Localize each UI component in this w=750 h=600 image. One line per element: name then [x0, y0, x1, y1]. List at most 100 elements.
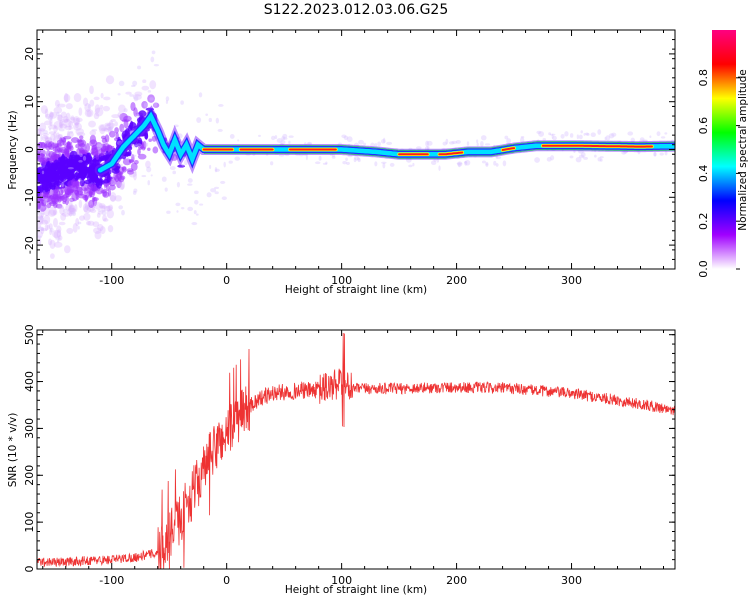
- heatmap-faint: [445, 138, 449, 145]
- heatmap-blob: [37, 128, 41, 136]
- colorbar-tick-label: 0.6: [697, 117, 710, 135]
- heatmap-blob: [45, 113, 51, 119]
- heatmap-blob: [108, 204, 114, 211]
- heatmap-blob: [133, 170, 137, 181]
- heatmap-faint: [583, 156, 588, 160]
- heatmap-faint: [382, 137, 386, 144]
- heatmap-faint: [117, 93, 121, 96]
- heatmap-blob: [49, 112, 55, 118]
- heatmap-faint: [358, 139, 364, 145]
- heatmap-blob: [131, 154, 135, 163]
- heatmap-blob: [67, 164, 77, 173]
- heatmap-faint: [664, 132, 668, 135]
- heatmap-faint: [38, 216, 44, 221]
- heatmap-blob: [94, 107, 104, 117]
- heatmap-faint: [79, 153, 83, 157]
- snr-panel: -100 0 100 200 300 0 100 200 300 400 500 Height of…: [7, 324, 676, 596]
- colorbar-label: Normalized spectral amplitude: [737, 69, 749, 230]
- heatmap-blob: [145, 160, 151, 169]
- heatmap-faint: [504, 135, 509, 140]
- heatmap-blob: [63, 245, 71, 254]
- heatmap-blob: [75, 144, 79, 149]
- heatmap-blob: [102, 105, 111, 112]
- heatmap-faint: [129, 94, 135, 97]
- heatmap-faint: [357, 158, 361, 163]
- heatmap-blob: [48, 238, 53, 246]
- heatmap-blob: [132, 94, 142, 101]
- heatmap-faint: [538, 131, 545, 137]
- heatmap-blob: [68, 197, 75, 202]
- heatmap-faint: [67, 166, 74, 170]
- heatmap-faint: [276, 138, 283, 143]
- heatmap-faint: [374, 161, 378, 167]
- heatmap-blob: [108, 184, 116, 191]
- heatmap-faint: [133, 188, 138, 193]
- heatmap-blob: [91, 151, 100, 156]
- heatmap-faint: [61, 181, 65, 187]
- heatmap-faint: [466, 141, 470, 146]
- heatmap-faint: [237, 139, 240, 142]
- figure-title: S122.2023.012.03.06.G25: [264, 2, 449, 18]
- heatmap-faint: [169, 166, 176, 171]
- heatmap-blob: [48, 185, 58, 190]
- heatmap-blob: [114, 127, 119, 134]
- heatmap-faint: [660, 136, 666, 139]
- heatmap-blob: [53, 217, 58, 228]
- heatmap-blob: [79, 215, 85, 221]
- heatmap-blob: [95, 154, 100, 160]
- heatmap-blob: [63, 94, 71, 102]
- heatmap-faint: [47, 115, 54, 121]
- heatmap-faint: [43, 199, 48, 205]
- heatmap-blob: [77, 171, 84, 180]
- heatmap-blob: [49, 118, 53, 127]
- heatmap-faint: [215, 117, 220, 124]
- heatmap-faint: [58, 128, 65, 132]
- colorbar-ticks: 0.0 0.2 0.4 0.6 0.8: [697, 69, 740, 278]
- heatmap-faint: [132, 80, 138, 86]
- heatmap-blob: [61, 160, 70, 168]
- heatmap-faint: [165, 100, 169, 104]
- heatmap-blob: [41, 219, 49, 225]
- heatmap-blob: [40, 227, 45, 235]
- heatmap-faint: [206, 192, 212, 198]
- heatmap-faint: [386, 141, 393, 145]
- heatmap-blob: [51, 229, 61, 239]
- spectrogram-xtick-label: 0: [223, 274, 230, 287]
- heatmap-faint: [597, 157, 602, 162]
- heatmap-faint: [551, 133, 554, 139]
- heatmap-faint: [180, 100, 184, 105]
- heatmap-blob: [117, 136, 121, 144]
- heatmap-blob: [89, 99, 95, 107]
- heatmap-blob: [37, 231, 43, 238]
- heatmap-blob: [41, 135, 49, 142]
- heatmap-blob: [94, 230, 102, 240]
- heatmap-blob: [53, 241, 63, 248]
- heatmap-blob: [44, 224, 49, 232]
- heatmap-blob: [105, 75, 115, 85]
- heatmap-blob: [103, 128, 111, 132]
- heatmap-blob: [122, 158, 132, 166]
- heatmap-blob: [59, 173, 65, 182]
- heatmap-faint: [464, 161, 467, 164]
- heatmap-faint: [426, 140, 433, 146]
- heatmap-blob: [49, 206, 57, 216]
- ridge-red: [541, 144, 653, 148]
- heatmap-blob: [53, 137, 57, 145]
- heatmap-faint: [42, 129, 48, 135]
- heatmap-faint: [542, 138, 547, 141]
- heatmap-faint: [331, 155, 336, 159]
- heatmap-faint: [147, 180, 150, 186]
- heatmap-blob: [62, 200, 66, 205]
- snr-xtick-label: 100: [331, 574, 352, 587]
- heatmap-faint: [448, 141, 455, 145]
- ridge-green-edge: [203, 141, 675, 151]
- heatmap-blob: [38, 129, 43, 136]
- heatmap-blob: [97, 223, 104, 232]
- heatmap-faint: [322, 162, 328, 165]
- heatmap-blob: [84, 194, 88, 202]
- heatmap-blob: [74, 204, 78, 213]
- heatmap-blob: [134, 91, 143, 97]
- snr-line-path: [37, 332, 675, 569]
